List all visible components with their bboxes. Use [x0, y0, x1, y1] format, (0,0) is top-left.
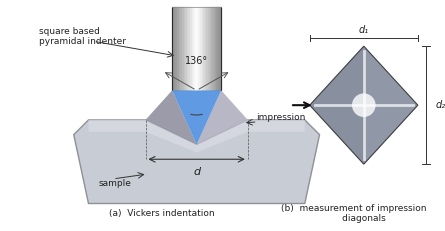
Text: d₁: d₁ [359, 25, 369, 35]
Polygon shape [310, 46, 364, 164]
Text: d: d [193, 167, 200, 177]
Bar [198, 7, 200, 90]
Bar [202, 7, 203, 90]
Text: sample: sample [98, 179, 131, 188]
Bar [172, 7, 174, 90]
Polygon shape [197, 90, 248, 145]
Bar [195, 7, 197, 90]
Polygon shape [89, 120, 305, 152]
Bar [177, 7, 178, 90]
Text: 136°: 136° [185, 56, 208, 66]
Bar [211, 7, 213, 90]
Bar [203, 7, 205, 90]
Bar [218, 7, 219, 90]
Text: impression: impression [255, 113, 305, 122]
Bar [187, 7, 188, 90]
Polygon shape [310, 105, 418, 164]
Bar [213, 7, 214, 90]
Polygon shape [310, 46, 418, 105]
Text: d₂: d₂ [436, 100, 445, 110]
Bar [185, 7, 187, 90]
Bar [206, 7, 208, 90]
Text: (a)  Vickers indentation: (a) Vickers indentation [109, 209, 215, 218]
Text: (b)  measurement of impression
       diagonals: (b) measurement of impression diagonals [281, 204, 427, 223]
Bar [219, 7, 221, 90]
Bar [216, 7, 218, 90]
Polygon shape [74, 120, 320, 204]
Polygon shape [172, 90, 221, 145]
Bar [214, 7, 216, 90]
Bar [200, 7, 202, 90]
Bar [210, 7, 211, 90]
Bar [208, 7, 210, 90]
Bar [180, 7, 182, 90]
Text: square based
pyramidal indenter: square based pyramidal indenter [39, 27, 126, 46]
Bar [182, 7, 183, 90]
Bar [188, 7, 190, 90]
Circle shape [352, 93, 376, 117]
Polygon shape [146, 90, 197, 145]
Bar [197, 7, 198, 90]
Bar [190, 7, 192, 90]
Bar [205, 7, 206, 90]
Bar [174, 7, 175, 90]
Bar [194, 7, 195, 90]
Bar [175, 7, 177, 90]
Polygon shape [364, 46, 418, 164]
Bar [178, 7, 180, 90]
Bar [192, 7, 194, 90]
Bar [183, 7, 185, 90]
